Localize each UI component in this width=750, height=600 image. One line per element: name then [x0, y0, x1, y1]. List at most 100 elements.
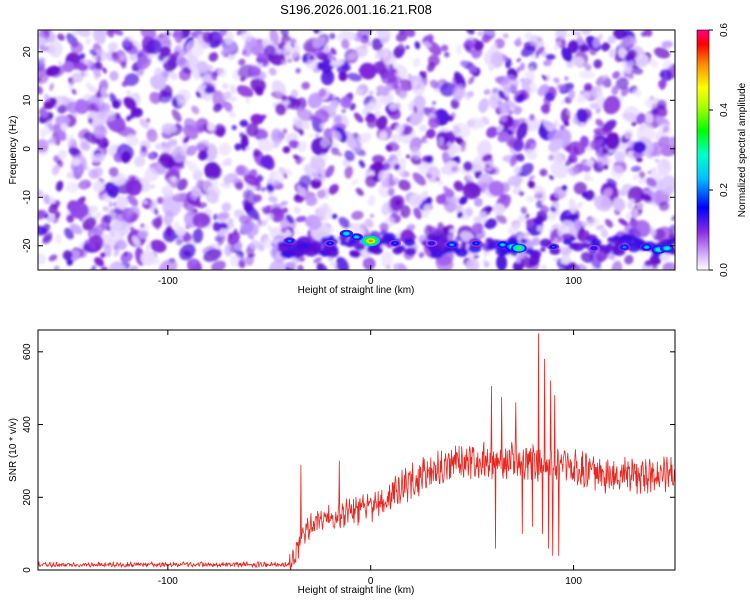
- spectrogram-cell: [295, 68, 301, 74]
- spectrogram-cell: [362, 102, 376, 115]
- spectrogram-cell: [69, 205, 79, 215]
- spectrogram-cell: [412, 172, 426, 186]
- spectrogram-cell: [269, 207, 285, 223]
- colorbar-tick-label: 0.2: [719, 183, 730, 197]
- spectrogram-cell: [92, 180, 105, 193]
- spectrogram-cell: [344, 150, 355, 162]
- spectrogram-cell: [607, 36, 616, 44]
- spectrogram-cell: [581, 30, 592, 36]
- spectrogram-cell: [550, 150, 565, 165]
- spectrogram-cell: [315, 133, 319, 138]
- spectrogram-cell: [68, 80, 74, 91]
- spectrogram-cell: [294, 193, 301, 200]
- spectrogram-cell: [290, 41, 295, 48]
- spectrogram-y-tick-label: -10: [22, 190, 33, 205]
- spectrogram-cell: [517, 214, 527, 223]
- spectrogram-cell: [88, 85, 96, 93]
- spectrogram-cell: [476, 142, 490, 155]
- spectrogram-cell: [216, 212, 230, 221]
- spectrogram-cell: [338, 71, 348, 82]
- spectrogram-cell: [70, 41, 84, 55]
- spectrogram-cell: [577, 231, 587, 242]
- spectrogram-cell: [606, 178, 617, 187]
- spectrogram-cell: [658, 123, 672, 137]
- spectrogram-cell: [545, 92, 555, 102]
- spectrogram-cell: [336, 256, 349, 270]
- spectrogram-band-cell: [603, 248, 612, 255]
- spectrogram-cell: [92, 68, 102, 77]
- spectrogram-cell: [123, 251, 128, 257]
- spectrogram-cell: [656, 158, 672, 176]
- spectrogram-cell: [333, 115, 343, 124]
- spectrogram-cell: [100, 252, 106, 258]
- spectrogram-cell: [224, 43, 235, 54]
- spectrogram-cell: [381, 201, 393, 216]
- spectrogram-cell: [328, 184, 339, 195]
- colorbar-tick-label: 0.4: [719, 103, 730, 117]
- spectrogram-cell: [661, 40, 673, 49]
- spectrogram-cell: [204, 162, 222, 180]
- spectrogram-cell: [66, 170, 84, 179]
- spectrogram-cell: [423, 203, 432, 213]
- spectrogram-band-cell: [295, 242, 306, 250]
- spectrogram-cell: [229, 84, 236, 95]
- spectrogram-cell: [91, 166, 103, 179]
- spectrogram-cell: [82, 217, 97, 231]
- spectrogram-cell: [57, 60, 62, 66]
- spectrogram-peak: [592, 247, 596, 249]
- spectrogram-cell: [330, 59, 345, 67]
- spectrogram-cell: [389, 103, 399, 112]
- spectrogram-cell: [654, 158, 659, 163]
- spectrogram-y-tick-label: 0: [22, 146, 33, 152]
- spectrogram-cell: [518, 191, 525, 197]
- spectrogram-cell: [478, 105, 486, 112]
- spectrogram-cell: [527, 219, 533, 226]
- spectrogram-cell: [646, 177, 657, 187]
- spectrogram-cell: [469, 117, 482, 130]
- spectrogram-cell: [109, 70, 119, 81]
- spectrogram-cell: [504, 95, 510, 102]
- spectrogram-cell: [85, 38, 92, 45]
- spectrogram-cell: [48, 204, 59, 215]
- spectrogram-cell: [492, 203, 506, 216]
- spectrogram-cell: [156, 196, 165, 205]
- spectrogram-cell: [466, 173, 474, 182]
- spectrogram-cell: [662, 60, 673, 70]
- spectrogram-cell: [234, 143, 242, 151]
- spectrogram-cell: [40, 45, 47, 52]
- spectrogram-cell: [485, 206, 495, 212]
- figure-title: S196.2026.001.16.21.R08: [280, 2, 432, 17]
- spectrogram-cell: [221, 202, 232, 212]
- spectrogram-band-cell: [597, 244, 606, 251]
- spectrogram-cell: [365, 218, 374, 228]
- spectrogram-cell: [488, 180, 505, 197]
- spectrogram-cell: [202, 31, 213, 44]
- spectrogram-cell: [380, 251, 394, 269]
- spectrogram-peak: [665, 247, 669, 250]
- spectrogram-cell: [71, 88, 77, 95]
- spectrogram-cell: [106, 30, 115, 38]
- spectrogram-features: [283, 229, 674, 254]
- spectrogram-cell: [115, 239, 128, 250]
- spectrogram-cell: [576, 90, 591, 104]
- spectrogram-cell: [312, 37, 325, 49]
- spectrogram-cell: [159, 152, 175, 170]
- spectrogram-cell: [659, 175, 675, 195]
- spectrogram-cell: [280, 227, 287, 234]
- spectrogram-cell: [632, 141, 647, 154]
- spectrogram-cell: [412, 57, 421, 68]
- spectrogram-cell: [525, 148, 538, 160]
- spectrogram-cell: [548, 211, 557, 221]
- spectrogram-cell: [38, 32, 49, 48]
- spectrogram-cell: [649, 229, 657, 236]
- spectrogram-cell: [260, 186, 267, 192]
- spectrogram-cell: [57, 159, 64, 168]
- spectrogram-cell: [103, 214, 113, 224]
- spectrogram-cell: [484, 218, 497, 230]
- spectrogram-cell: [595, 107, 601, 114]
- spectrogram-cell: [207, 122, 216, 132]
- spectrogram-cell: [149, 152, 155, 159]
- spectrogram-cell: [502, 33, 509, 39]
- spectrogram-cell: [474, 170, 482, 179]
- spectrogram-cell: [150, 239, 167, 253]
